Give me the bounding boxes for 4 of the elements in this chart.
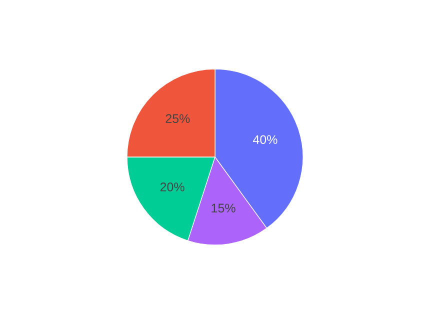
data-label: 40% [252,135,278,144]
data-label: 20% [160,182,184,192]
data-label: 25% [166,114,190,124]
data-label: 15% [212,204,236,213]
